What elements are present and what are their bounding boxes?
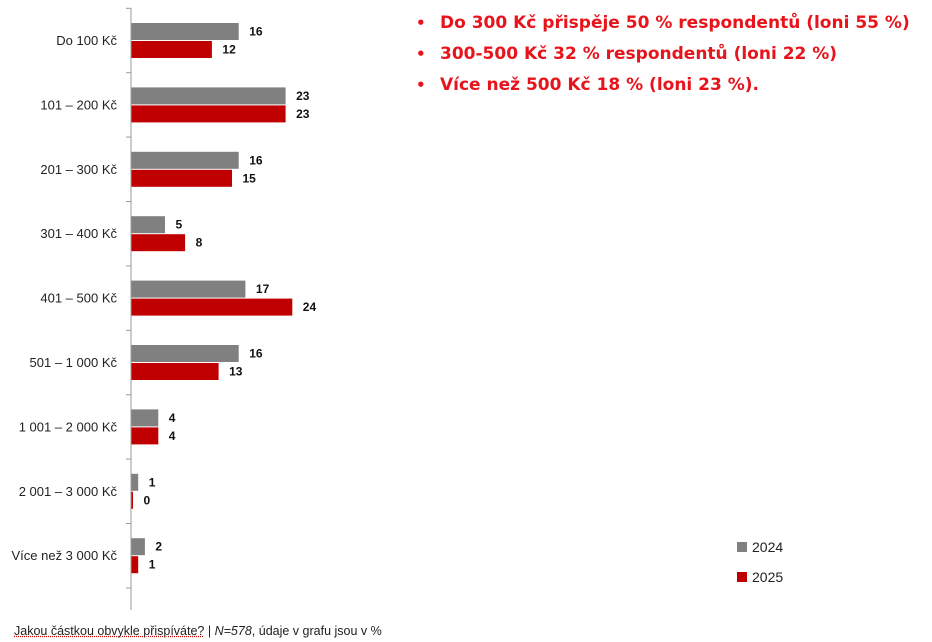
bar-2025 (131, 234, 186, 252)
footnote: Jakou částkou obvykle přispíváte? | N=57… (14, 624, 382, 638)
bullet-dot-icon: • (416, 76, 426, 94)
bar-2024 (131, 473, 139, 491)
chart-legend: 2024 2025 (737, 532, 783, 592)
bar-2025 (131, 491, 133, 509)
bullet-dot-icon: • (416, 45, 426, 63)
category-label: 2 001 – 3 000 Kč (19, 484, 118, 499)
bar-2024 (131, 538, 145, 556)
data-label: 23 (296, 107, 310, 121)
legend-swatch-red (737, 572, 747, 582)
category-label: 401 – 500 Kč (40, 291, 117, 306)
bar-2024 (131, 345, 239, 362)
bar-2024 (131, 280, 246, 298)
data-label: 4 (169, 411, 176, 425)
bar-2024 (131, 409, 159, 427)
bar-2025 (131, 169, 232, 187)
data-label: 16 (249, 153, 263, 167)
finding-text: Více než 500 Kč 18 % (loni 23 %). (440, 75, 760, 95)
category-label: Více než 3 000 Kč (11, 548, 117, 563)
bar-2024 (131, 216, 165, 234)
bullet-dot-icon: • (416, 14, 426, 32)
bar-2025 (131, 41, 212, 58)
data-label: 23 (296, 89, 310, 103)
finding-item: • Do 300 Kč přispěje 50 % respondentů (lo… (416, 8, 910, 39)
survey-question: Jakou částkou obvykle přispíváte? (14, 624, 205, 638)
bar-2025 (131, 105, 286, 123)
category-label: 301 – 400 Kč (40, 226, 117, 241)
legend-item-2025: 2025 (737, 562, 783, 592)
data-label: 13 (229, 365, 243, 379)
key-findings-list: • Do 300 Kč přispěje 50 % respondentů (lo… (416, 8, 910, 101)
legend-item-2024: 2024 (737, 532, 783, 562)
legend-label: 2025 (752, 569, 784, 585)
bar-2024 (131, 23, 239, 40)
finding-text: Do 300 Kč přispěje 50 % respondentů (lon… (440, 13, 910, 33)
category-label: Do 100 Kč (56, 33, 117, 48)
data-label: 12 (222, 43, 236, 57)
data-label: 8 (196, 236, 203, 250)
data-label: 16 (249, 25, 263, 39)
data-label: 15 (243, 171, 257, 185)
bar-2025 (131, 427, 159, 445)
data-label: 4 (169, 429, 176, 443)
bar-2024 (131, 151, 239, 169)
data-label: 2 (155, 540, 162, 554)
legend-label: 2024 (752, 539, 784, 555)
data-label: 0 (144, 493, 151, 507)
category-label: 501 – 1 000 Kč (30, 355, 118, 370)
finding-item: • 300-500 Kč 32 % respondentů (loni 22 %) (416, 39, 910, 70)
data-label: 5 (176, 218, 183, 232)
category-label: 1 001 – 2 000 Kč (19, 419, 118, 434)
finding-text: 300-500 Kč 32 % respondentů (loni 22 %) (440, 44, 838, 64)
category-label: 201 – 300 Kč (40, 162, 117, 177)
data-label: 24 (303, 300, 317, 314)
legend-swatch-gray (737, 542, 747, 552)
bar-2025 (131, 556, 139, 574)
bar-2025 (131, 298, 293, 316)
data-label: 1 (149, 558, 156, 572)
finding-item: • Více než 500 Kč 18 % (loni 23 %). (416, 70, 910, 101)
sample-size: N=578 (214, 624, 252, 638)
footnote-separator: | (207, 624, 212, 638)
bar-2025 (131, 363, 219, 380)
bar-2024 (131, 87, 286, 105)
category-label: 101 – 200 Kč (40, 97, 117, 112)
data-label: 1 (149, 475, 156, 489)
footnote-note: , údaje v grafu jsou v % (251, 624, 382, 638)
data-label: 17 (256, 282, 270, 296)
data-label: 16 (249, 347, 263, 361)
